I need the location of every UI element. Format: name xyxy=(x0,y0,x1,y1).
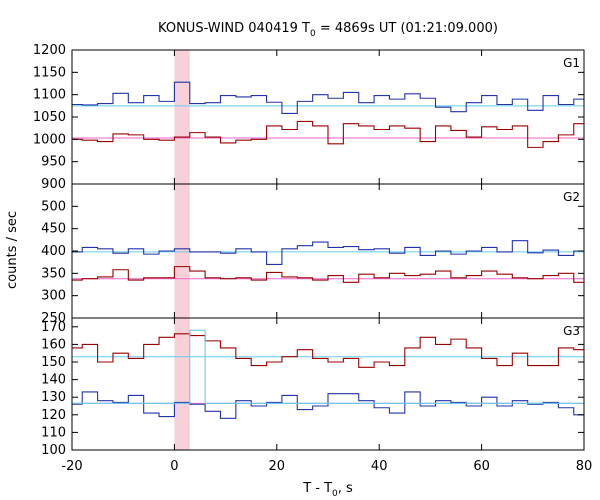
y-tick-label: 450 xyxy=(41,222,66,237)
y-tick-label: 500 xyxy=(41,199,66,214)
panel-label: G1 xyxy=(563,56,580,70)
y-tick-label: 300 xyxy=(41,289,66,304)
y-tick-label: 250 xyxy=(41,311,66,326)
chart-title: KONUS-WIND 040419 T0 = 4869s UT (01:21:0… xyxy=(158,21,498,39)
panel-frame xyxy=(71,49,585,185)
highlight-band xyxy=(174,50,190,450)
count-rate-step-series xyxy=(72,329,584,404)
x-tick-label: 40 xyxy=(371,459,388,474)
count-rate-step-series xyxy=(72,333,584,368)
panel-label: G2 xyxy=(563,190,580,204)
panel-g2-plot xyxy=(72,240,584,283)
count-rate-step-series xyxy=(72,240,584,265)
y-tick-label: 900 xyxy=(41,177,66,192)
x-axis-label: T - T0, s xyxy=(302,481,353,499)
count-rate-step-series xyxy=(72,266,584,283)
y-tick-label: 1150 xyxy=(33,65,66,80)
y-tick-label: 110 xyxy=(41,425,66,440)
y-tick-label: 1050 xyxy=(33,110,66,125)
y-tick-label: 170 xyxy=(41,320,66,335)
plot-area: 90095010001050110011501200G1250300350400… xyxy=(33,43,592,474)
y-axis-label: counts / sec xyxy=(5,211,20,289)
y-tick-label: 130 xyxy=(41,390,66,405)
y-tick-label: 160 xyxy=(41,337,66,352)
x-tick-label: -20 xyxy=(61,459,82,474)
panel-label: G3 xyxy=(563,324,580,338)
y-tick-label: 1100 xyxy=(33,88,66,103)
y-tick-label: 140 xyxy=(41,373,66,388)
panel-g3-plot xyxy=(72,329,584,419)
count-rate-step-series xyxy=(72,81,584,114)
x-tick-label: 80 xyxy=(576,459,593,474)
count-rate-step-series xyxy=(72,120,584,148)
panel-frame xyxy=(71,317,585,451)
x-tick-label: 20 xyxy=(269,459,286,474)
panel-g1-plot xyxy=(72,81,584,148)
panel-frame xyxy=(71,183,585,319)
y-tick-label: 100 xyxy=(41,443,66,458)
y-tick-label: 1200 xyxy=(33,43,66,58)
y-tick-label: 400 xyxy=(41,244,66,259)
y-tick-label: 950 xyxy=(41,155,66,170)
y-tick-label: 350 xyxy=(41,266,66,281)
y-tick-label: 150 xyxy=(41,355,66,370)
y-tick-label: 1000 xyxy=(33,132,66,147)
y-tick-label: 120 xyxy=(41,408,66,423)
x-tick-label: 60 xyxy=(473,459,490,474)
x-tick-label: 0 xyxy=(170,459,178,474)
count-rate-step-series xyxy=(72,391,584,419)
